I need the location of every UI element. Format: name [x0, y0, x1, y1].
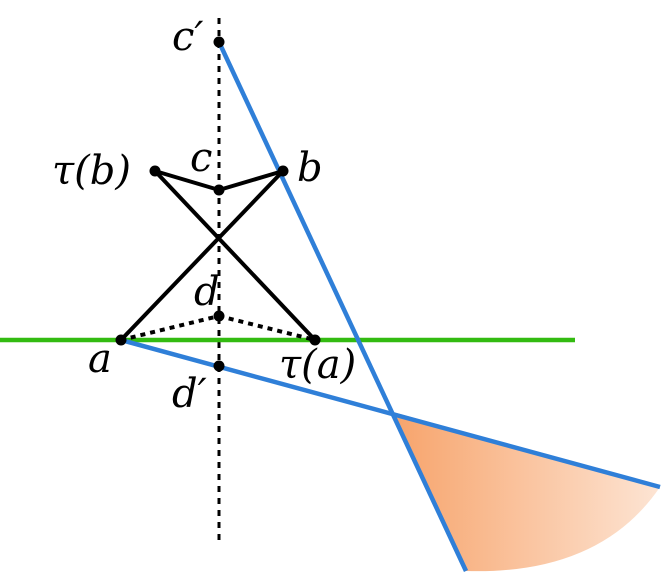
- segment-c-b: [218, 169, 284, 192]
- point-c: [213, 184, 225, 196]
- dotted-segment-d-tau-a: [218, 314, 316, 342]
- label-tau-a: τ(a): [279, 342, 356, 388]
- segment-a-b: [119, 169, 285, 342]
- point-a: [115, 334, 127, 346]
- label-b: b: [297, 145, 323, 191]
- blue-line-a: [120, 337, 661, 490]
- label-c-prime: c′: [172, 14, 203, 60]
- point-d: [213, 310, 225, 322]
- point-tau-b: [149, 165, 161, 177]
- point-b: [277, 165, 289, 177]
- label-c: c: [190, 135, 212, 181]
- point-tau-a: [309, 334, 321, 346]
- label-tau-b: τ(b): [52, 148, 131, 194]
- shaded-region: [393, 412, 660, 572]
- label-a: a: [88, 336, 112, 382]
- point-c-prime: [213, 36, 225, 48]
- dotted-segment-a-d: [120, 314, 220, 342]
- segment-tau-b-c: [154, 169, 220, 192]
- label-d: d: [194, 269, 220, 315]
- segment-tau-b-tau-a: [153, 169, 317, 342]
- label-d-prime: d′: [172, 371, 207, 417]
- point-d-prime: [213, 360, 225, 372]
- blue-line-c-prime: [216, 41, 469, 572]
